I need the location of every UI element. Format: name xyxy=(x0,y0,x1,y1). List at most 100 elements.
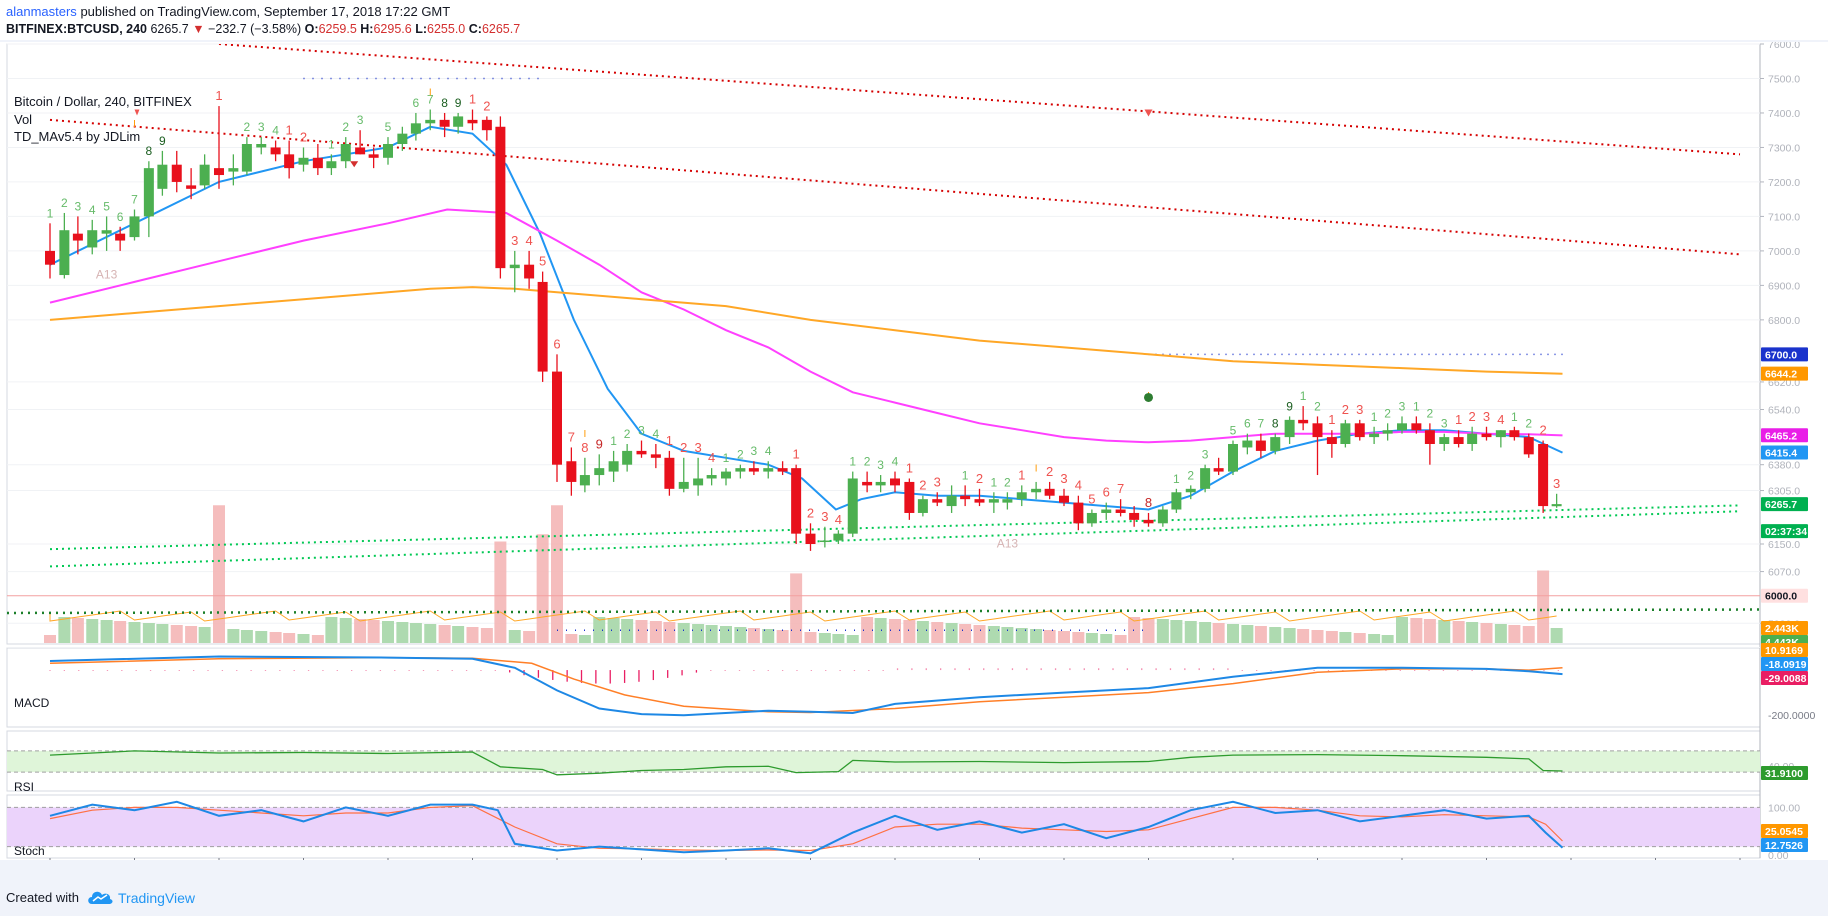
open-value: 6259.5 xyxy=(318,22,357,36)
td-count-label: 1 xyxy=(1371,410,1378,424)
stoch-axis-label: 0.00 xyxy=(1768,850,1789,860)
volume-bar xyxy=(1480,623,1493,643)
volume-bar xyxy=(339,618,352,643)
volume-bar xyxy=(1452,621,1465,643)
td-count-label: 2 xyxy=(244,120,251,134)
volume-bar xyxy=(1058,631,1070,643)
volume-bar xyxy=(1537,570,1550,643)
volume-bar xyxy=(846,635,859,643)
axis-price-tag-text: 25.0545 xyxy=(1765,826,1803,838)
td-count-label: 4 xyxy=(765,444,772,458)
bearish-candle xyxy=(270,147,281,155)
volume-bar xyxy=(1212,623,1225,643)
bearish-candle xyxy=(1538,444,1549,507)
td-count-label: 3 xyxy=(511,233,518,248)
sell-arrow-icon xyxy=(350,161,359,168)
price-axis-label: 6150.0 xyxy=(1768,539,1800,551)
bearish-candle xyxy=(904,481,915,513)
bullish-candle xyxy=(397,133,408,144)
td-count-label: 2 xyxy=(483,98,490,113)
bearish-candle xyxy=(636,450,647,455)
td-count-label: 8 xyxy=(146,144,153,158)
td-count-label: 2 xyxy=(1427,406,1434,420)
volume-bar xyxy=(1353,633,1366,643)
volume-bar xyxy=(185,626,198,643)
volume-bar xyxy=(283,633,296,643)
td-count-label: 1 xyxy=(1413,399,1420,413)
td-count-label: 2 xyxy=(1384,406,1391,420)
bullish-candle xyxy=(1382,430,1393,434)
td-count-label: 4 xyxy=(892,455,899,469)
volume-bar xyxy=(1072,632,1085,643)
resistance-trendline xyxy=(218,44,1741,156)
volume-bar xyxy=(1085,633,1098,643)
stoch-axis-label: 100.00 xyxy=(1768,802,1800,814)
bullish-candle xyxy=(228,168,239,172)
bullish-candle xyxy=(383,144,393,158)
td-annotation: I xyxy=(429,88,432,99)
stoch-k-line xyxy=(49,800,1564,855)
price-axis-label: 7400.0 xyxy=(1768,108,1800,120)
bullish-candle xyxy=(1369,433,1380,438)
bearish-candle xyxy=(664,457,675,489)
bullish-candle xyxy=(1185,488,1196,493)
volume-bar xyxy=(776,630,789,643)
close-label: C: xyxy=(468,22,482,36)
td-count-label: 3 xyxy=(357,113,364,127)
bullish-candle xyxy=(1086,512,1097,524)
author-link[interactable]: alanmasters xyxy=(6,4,77,19)
td-count-label: 8 xyxy=(581,440,588,455)
bearish-candle xyxy=(495,126,506,269)
td-count-label: 6 xyxy=(553,336,560,351)
bullish-candle xyxy=(1031,488,1042,493)
td-count-label: 7 xyxy=(1258,417,1265,431)
bullish-candle xyxy=(340,144,351,162)
volume-bar xyxy=(818,633,831,643)
tradingview-brand-link[interactable]: TradingView xyxy=(118,890,196,906)
bearish-candle xyxy=(1298,419,1309,424)
price-change: −232.7 (−3.58%) xyxy=(208,22,302,36)
volume-bar xyxy=(128,622,141,643)
td-count-label: 2 xyxy=(61,196,68,210)
axis-price-tag-text: -18.0919 xyxy=(1765,659,1807,671)
volume-bar xyxy=(1311,630,1324,643)
axis-price-tag xyxy=(1761,524,1808,539)
bearish-candle xyxy=(1115,509,1126,513)
volume-bar xyxy=(565,634,578,643)
bearish-candle xyxy=(552,371,562,465)
volume-bar xyxy=(311,635,324,643)
td-count-label: 2 xyxy=(300,129,307,144)
bearish-candle xyxy=(214,168,224,176)
td-count-label: 1 xyxy=(215,88,222,103)
td-count-label: 4 xyxy=(708,450,715,465)
volume-bar xyxy=(916,621,929,643)
volume-bar xyxy=(1396,617,1408,643)
td-count-label: 9 xyxy=(596,436,603,451)
td-count-label: 8 xyxy=(1272,417,1279,431)
volume-bar xyxy=(663,622,676,643)
bearish-candle xyxy=(312,157,323,169)
volume-bar xyxy=(198,627,211,643)
td-count-label: 1 xyxy=(849,455,856,469)
volume-bar xyxy=(466,627,479,643)
volume-bar xyxy=(1015,628,1028,643)
volume-bar xyxy=(635,620,648,643)
volume-bar xyxy=(367,620,380,643)
macd-axis-label: -200.0000 xyxy=(1768,710,1815,722)
td-count-label: 3 xyxy=(1553,476,1560,491)
td-count-label: 2 xyxy=(1525,417,1532,431)
td-count-label: 9 xyxy=(455,96,462,110)
bullish-candle xyxy=(87,230,98,248)
last-price: 6265.7 xyxy=(150,22,189,36)
bullish-candle xyxy=(1284,419,1295,438)
bullish-candle xyxy=(1200,468,1211,489)
volume-bar xyxy=(959,624,972,643)
bearish-candle xyxy=(537,281,548,372)
price-axis-label: 7300.0 xyxy=(1768,142,1800,154)
tradingview-cloud-icon[interactable] xyxy=(86,888,114,906)
bearish-candle xyxy=(777,468,788,472)
bullish-candle xyxy=(453,116,464,127)
volume-bar xyxy=(903,620,916,643)
